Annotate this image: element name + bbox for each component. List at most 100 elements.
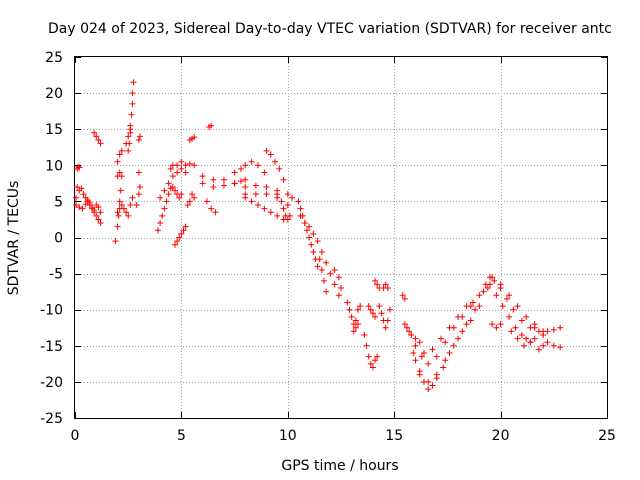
x-tick-label: 15 (385, 428, 403, 444)
y-tick-label: -15 (40, 339, 63, 355)
data-point (306, 223, 313, 230)
data-point (212, 209, 219, 216)
data-point (508, 328, 515, 335)
data-point (544, 328, 551, 335)
y-tick-label: -5 (49, 267, 63, 283)
data-point (135, 191, 142, 198)
chart-title: Day 024 of 2023, Sidereal Day-to-day VTE… (48, 21, 612, 37)
data-point (267, 151, 274, 158)
series-arc-16 (167, 158, 198, 172)
data-point (199, 180, 206, 187)
data-point (382, 324, 389, 331)
data-point (531, 335, 538, 342)
series-arc-19 (186, 134, 198, 144)
data-point (327, 270, 334, 277)
data-point (129, 194, 136, 201)
data-point (416, 371, 423, 378)
data-point (399, 292, 406, 299)
data-point (75, 163, 82, 170)
y-tick-label: 0 (54, 231, 63, 247)
series-arc-43 (412, 274, 547, 367)
data-point (372, 357, 379, 364)
data-point (416, 339, 423, 346)
data-point (255, 202, 262, 209)
data-point (412, 335, 419, 342)
data-point (237, 165, 244, 172)
data-point (127, 202, 134, 209)
data-point (459, 328, 466, 335)
data-point (367, 360, 374, 367)
data-point (76, 204, 83, 211)
data-point (78, 185, 85, 192)
data-point (544, 339, 551, 346)
grid-layer (75, 57, 607, 418)
series-arc-9 (125, 79, 137, 154)
data-point (514, 335, 521, 342)
data-point (550, 326, 557, 333)
data-point (306, 234, 313, 241)
data-point (252, 191, 259, 198)
data-point (178, 158, 185, 165)
data-point (303, 227, 310, 234)
series-arc-34 (350, 321, 362, 335)
data-point (242, 162, 249, 169)
data-point (161, 187, 168, 194)
data-point (128, 111, 135, 118)
tick-layer (75, 57, 608, 419)
data-point (117, 187, 124, 194)
series-arc-21 (203, 198, 219, 216)
data-point (301, 220, 308, 227)
data-point (350, 328, 357, 335)
data-point (130, 79, 137, 86)
data-point (518, 331, 525, 338)
data-point (123, 140, 130, 147)
data-point (365, 303, 372, 310)
data-point (365, 353, 372, 360)
data-point (135, 137, 142, 144)
data-point (486, 281, 493, 288)
data-point (73, 202, 80, 209)
data-point (374, 281, 381, 288)
x-tick-labels: 0 5 10 15 20 25 (71, 428, 616, 444)
data-point (93, 133, 100, 140)
y-tick-label: 15 (45, 122, 63, 138)
series-arc-46 (486, 281, 538, 346)
data-point (157, 194, 164, 201)
data-point (267, 209, 274, 216)
data-point (165, 191, 172, 198)
y-axis-label: SDTVAR / TECUs (6, 181, 22, 296)
data-marks (73, 79, 564, 393)
data-point (91, 207, 98, 214)
data-point (125, 212, 132, 219)
data-point (346, 306, 353, 313)
data-point (442, 357, 449, 364)
data-point (476, 303, 483, 310)
data-point (455, 313, 462, 320)
data-point (242, 183, 249, 190)
data-point (372, 313, 379, 320)
data-point (184, 202, 191, 209)
y-tick-label: 25 (45, 50, 63, 66)
data-point (557, 344, 564, 351)
data-point (169, 183, 176, 190)
data-point (297, 205, 304, 212)
data-point (95, 204, 102, 211)
data-point (120, 205, 127, 212)
data-point (503, 295, 510, 302)
series-arc-33 (344, 299, 364, 328)
data-point (308, 241, 315, 248)
data-point (425, 378, 432, 385)
data-point (280, 176, 287, 183)
data-point (320, 277, 327, 284)
x-tick-label: 20 (492, 428, 510, 444)
series-arc-39 (380, 281, 391, 292)
series-arc-31 (316, 256, 330, 295)
data-point (263, 147, 270, 154)
data-point (174, 169, 181, 176)
data-point (116, 198, 123, 205)
data-point (261, 205, 268, 212)
data-point (135, 169, 142, 176)
data-point (118, 202, 125, 209)
series-arc-30 (297, 212, 342, 299)
data-point (248, 198, 255, 205)
